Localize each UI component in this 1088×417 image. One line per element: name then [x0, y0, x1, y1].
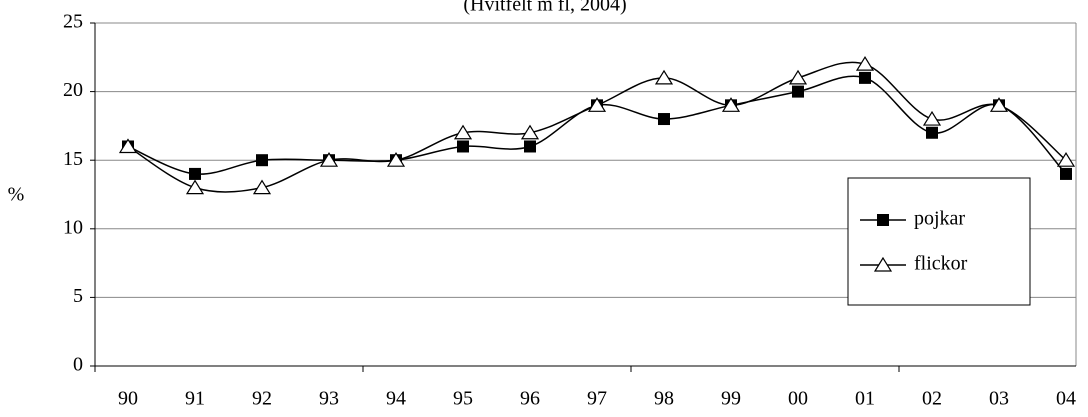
marker-square	[658, 113, 670, 126]
marker-triangle	[587, 97, 607, 112]
marker-triangle	[855, 56, 875, 71]
marker-triangle	[989, 97, 1009, 112]
marker-square	[1060, 167, 1072, 180]
y-tick-label: 20	[63, 79, 83, 101]
marker-square	[457, 140, 469, 153]
legend-label: pojkar	[914, 208, 965, 230]
y-tick-label: 5	[73, 285, 83, 307]
x-tick-label: 94	[386, 388, 406, 410]
chart-subtitle: (Hvitfelt m fl, 2004)	[463, 0, 626, 16]
y-tick-label: 10	[63, 216, 83, 238]
y-tick-label: 0	[73, 354, 83, 376]
marker-triangle	[520, 124, 540, 140]
x-tick-label: 00	[788, 388, 808, 410]
marker-square	[859, 71, 871, 84]
series-line	[127, 61, 1067, 193]
marker-triangle	[185, 179, 205, 195]
x-tick-label: 99	[721, 388, 741, 410]
marker-triangle	[252, 179, 272, 195]
marker-square	[926, 126, 938, 139]
x-tick-label: 92	[252, 388, 272, 410]
legend-box	[847, 177, 1031, 306]
y-axis-label: %	[8, 184, 25, 206]
x-tick-label: 03	[989, 388, 1009, 410]
marker-square	[189, 167, 201, 180]
x-tick-label: 93	[319, 388, 339, 410]
x-tick-label: 04	[1056, 388, 1076, 410]
x-tick-label: 01	[855, 388, 875, 410]
marker-square	[256, 154, 268, 167]
marker-square	[524, 140, 536, 153]
marker-square	[792, 85, 804, 98]
legend-label: flickor	[914, 253, 968, 275]
marker-triangle	[1056, 152, 1076, 167]
x-tick-label: 02	[922, 388, 942, 410]
marker-triangle	[922, 110, 942, 126]
marker-triangle	[788, 69, 808, 85]
marker-triangle	[873, 256, 893, 272]
x-tick-label: 98	[654, 388, 674, 410]
marker-triangle	[453, 124, 473, 140]
y-tick-label: 15	[63, 148, 83, 170]
marker-triangle	[654, 69, 674, 85]
y-tick-label: 25	[63, 11, 83, 33]
x-tick-label: 95	[453, 388, 473, 410]
marker-triangle	[319, 152, 339, 167]
marker-triangle	[386, 152, 406, 167]
marker-triangle	[118, 138, 138, 154]
x-tick-label: 97	[587, 388, 607, 410]
x-tick-label: 96	[520, 388, 540, 410]
marker-triangle	[721, 97, 741, 112]
x-tick-label: 91	[185, 388, 205, 410]
marker-square	[877, 214, 889, 226]
x-tick-label: 90	[118, 388, 138, 410]
